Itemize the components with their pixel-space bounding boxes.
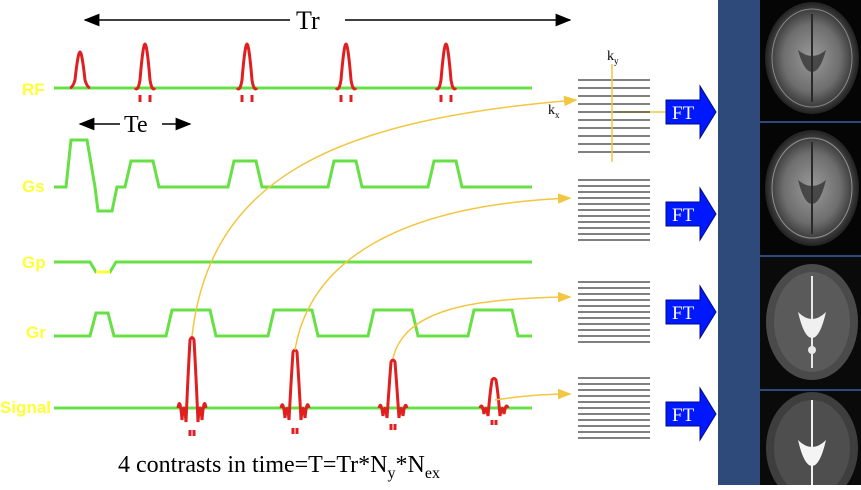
echo-3: [377, 358, 409, 419]
ky-label: ky: [607, 49, 619, 66]
gr-waveform: [54, 308, 532, 338]
gr-label: Gr: [26, 323, 46, 342]
te-label: Te: [124, 112, 148, 138]
brain-image-4: [760, 391, 861, 490]
echo-to-kspace-arrows: [191, 95, 690, 401]
rf-channel: [54, 42, 532, 102]
gs-label: Gs: [22, 177, 45, 196]
ft-block-3: FT: [665, 284, 717, 340]
te-arrow: Te: [78, 112, 192, 138]
ft-label: FT: [672, 103, 695, 124]
echo-4: [478, 377, 510, 417]
rf-pulse-180: [133, 42, 157, 102]
rf-pulse-90: [69, 50, 91, 90]
gs-waveform: [54, 138, 532, 213]
brain-image-1: [760, 0, 861, 121]
signal-channel: [54, 336, 532, 436]
tr-label: Tr: [296, 6, 320, 35]
kspace-grid-3: [578, 281, 650, 343]
brain-image-3: [760, 257, 861, 389]
ft-label: FT: [672, 205, 695, 226]
rf-pulse-180: [235, 42, 259, 102]
caption: 4 contrasts in time=T=Tr*Ny*Nex: [118, 452, 440, 482]
rf-pulse-180: [434, 42, 458, 102]
kspace-grid-1: [578, 64, 650, 162]
brain-image-2: [760, 123, 861, 255]
kspace-grid-2: [578, 179, 650, 241]
rf-pulse-180: [334, 42, 358, 102]
echo-1: [176, 336, 208, 423]
ft-block-1: FT: [665, 84, 717, 140]
kx-label: kx: [548, 103, 560, 120]
kspace-grid-4: [578, 377, 650, 439]
ft-block-4: FT: [665, 386, 717, 442]
tr-arrow: Tr: [83, 6, 572, 35]
gp-waveform: [54, 260, 532, 274]
signal-label: Signal: [0, 398, 51, 417]
rf-label: RF: [22, 80, 45, 99]
gp-label: Gp: [22, 253, 46, 272]
ft-label: FT: [672, 303, 695, 324]
ft-label: FT: [672, 405, 695, 426]
ft-block-2: FT: [665, 186, 717, 242]
